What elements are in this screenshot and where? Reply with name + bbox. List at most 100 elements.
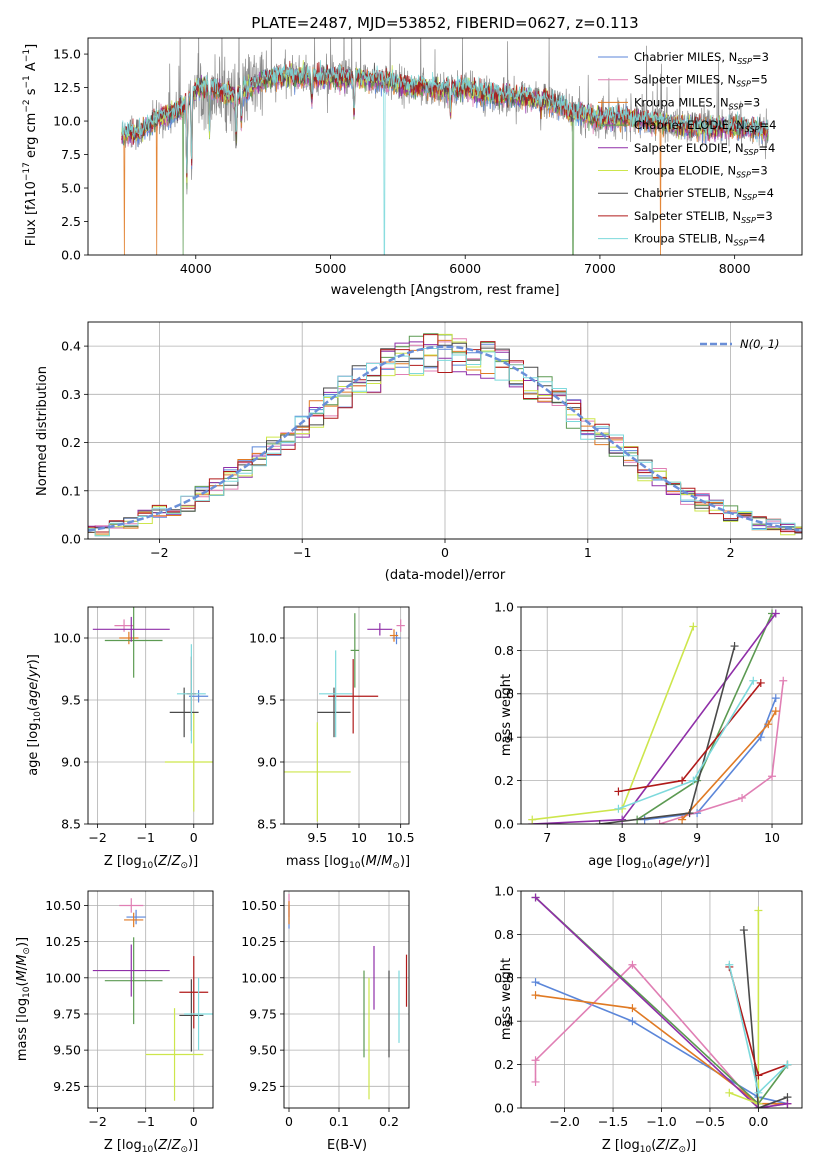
weight_vs_age-series-kroupa-stelib xyxy=(614,676,758,813)
weight_vs_age-marker-chabrier-miles xyxy=(771,694,780,703)
age_vs_Z-ytick-label: 9.0 xyxy=(61,755,81,770)
residuals-ytick-label: 0.3 xyxy=(61,387,81,402)
residuals-xtick-label: 0 xyxy=(441,545,449,560)
normal-distribution-curve xyxy=(88,345,800,532)
weight_vs_Z-ytick-label: 0.0 xyxy=(494,1101,514,1116)
weight_vs_Z-marker-chabrier-stelib xyxy=(739,926,748,935)
mass_vs_EBV-frame-rect xyxy=(283,890,410,1109)
legend-label-kroupa-stelib: Kroupa STELIB, NSSP=4 xyxy=(634,232,765,248)
weight_vs_age-frame: 7 8 9 10 0.0 0.2 0.4 0.6 0.8 1.0 xyxy=(494,600,803,845)
weight_vs_Z-xtick-label: −0.5 xyxy=(695,1114,725,1129)
weight_vs_Z-series-kroupa-stelib xyxy=(725,960,792,1097)
age_vs_Z-point-chabrier-miles xyxy=(188,690,209,703)
mass_vs_EBV-xtick-label: 0.1 xyxy=(329,1114,349,1129)
age_vs_Z-point-chabrier-stelib xyxy=(169,687,199,738)
weight_vs_Z-ytick-label: 0.8 xyxy=(494,927,514,942)
mass_vs_Z-ytick-label: 9.75 xyxy=(53,1006,81,1021)
mass_vs_Z-ytick-label: 10.50 xyxy=(45,898,81,913)
weight_vs_age-series-kroupa-miles xyxy=(678,707,780,824)
weight_vs_age-ytick-label: 0.6 xyxy=(494,686,514,701)
weight_vs_Z-marker-kroupa-stelib xyxy=(783,1060,792,1069)
spectrum-ytick-label: 5.0 xyxy=(61,181,81,196)
mass-z-plot-area: −2 −1 0 9.25 9.50 9.75 10.00 10.25 10.50 xyxy=(45,890,214,1129)
mass_vs_Z-frame: −2 −1 0 9.25 9.50 9.75 10.00 10.25 10.50 xyxy=(45,890,214,1129)
weight_vs_age-ytick-label: 0.2 xyxy=(494,773,514,788)
weight_vs_Z-marker-kroupa-miles xyxy=(628,1004,637,1013)
spectrum-xtick-label: 6000 xyxy=(449,261,481,276)
weight_vs_age-marker-chabrier-stelib xyxy=(595,820,604,824)
mass_vs_Z-xtick-label: −2 xyxy=(88,1114,106,1129)
residual-histogram-kroupa-stelib xyxy=(88,348,802,537)
age_vs_mass-ytick-label: 8.5 xyxy=(257,817,277,832)
weight_vs_Z-xtick-label: 0.0 xyxy=(748,1114,768,1129)
spectrum-ytick-label: 15.0 xyxy=(53,47,81,62)
age-mass-plot-area: 9.5 10 10.5 8.5 9.0 9.5 10.0 xyxy=(249,606,415,845)
spectrum-panel: 4000 5000 6000 7000 8000 0.0 2.5 5.0 7.5 10.0 12.5… xyxy=(22,37,803,298)
age_vs_Z-marks xyxy=(92,607,213,812)
weight_vs_Z-marker-salpeter-miles xyxy=(628,960,637,969)
mass-weight-vs-metallicity-panel: −2.0 −1.5 −1.0 −0.5 0.0 0.0 0.2 0.4 0.6 0.8 1.0 Z … xyxy=(494,884,803,1155)
weight_vs_age-xtick-label: 9 xyxy=(693,830,701,845)
model-spectrum-kroupa-stelib xyxy=(121,60,769,255)
spectrum-xtick-label: 8000 xyxy=(719,261,751,276)
age_vs_Z-ytick-label: 10.0 xyxy=(53,631,81,646)
mass_vs_Z-xtick-label: −1 xyxy=(136,1114,154,1129)
age_vs_mass-ytick-label: 9.5 xyxy=(257,693,277,708)
mass-z-xlabel: Z [log10(Z/Z⊙)] xyxy=(104,1138,198,1155)
mass_vs_Z-marks xyxy=(92,898,213,1101)
age-z-plot-area: −2 −1 0 8.5 9.0 9.5 10.0 xyxy=(53,606,214,845)
spectrum-ytick-label: 2.5 xyxy=(61,214,81,229)
age_vs_mass-ytick-label: 9.0 xyxy=(257,755,277,770)
weight_vs_age-line-chabrier-miles xyxy=(644,697,777,821)
weight_vs_Z-marker-kroupa-stelib xyxy=(725,960,734,969)
residual-histogram-panel: −2 −1 0 1 2 0.0 0.1 0.2 0.3 0.4 N(0, 1) (data-mod… xyxy=(35,321,803,583)
weight_vs_age-marker-chabrier-miles xyxy=(756,733,765,742)
weight_vs_Z-marker-kroupa-elodie xyxy=(754,906,763,915)
spectrum-xtick-label: 4000 xyxy=(180,261,212,276)
age_vs_Z-point-kroupa-elodie xyxy=(164,712,213,812)
age-mass-xlabel: mass [log10(M/M⊙)] xyxy=(286,854,410,871)
weight-age-plot-area: 7 8 9 10 0.0 0.2 0.4 0.6 0.8 1.0 xyxy=(494,600,803,845)
weight-z-plot-area: −2.0 −1.5 −1.0 −0.5 0.0 0.0 0.2 0.4 0.6 0.8 1.0 xyxy=(494,884,803,1129)
spectrum-ylabel-prefix: Flux [f xyxy=(24,205,39,246)
mass_vs_Z-point-kroupa-stelib xyxy=(184,977,213,1051)
weight_vs_age-marker-salpeter-miles xyxy=(738,793,747,802)
weight_vs_age-series-salpeter-stelib xyxy=(614,678,765,796)
legend-label-chabrier-stelib: Chabrier STELIB, NSSP=4 xyxy=(634,186,774,202)
weight_vs_age-series-chabrier-miles xyxy=(640,694,780,824)
mass_vs_Z-frame-rect xyxy=(87,890,214,1109)
age_vs_mass-point-kroupa-elodie xyxy=(284,722,351,822)
mass_vs_Z-ytick-label: 9.50 xyxy=(53,1043,81,1058)
weight_vs_age-marker-chabrier-stelib xyxy=(685,809,694,818)
weight_vs_Z-ytick-label: 0.6 xyxy=(494,970,514,985)
weight_vs_Z-frame: −2.0 −1.5 −1.0 −0.5 0.0 0.0 0.2 0.4 0.6 0.8 1.0 xyxy=(494,884,803,1129)
weight_vs_age-marker-kroupa-miles xyxy=(764,720,773,729)
weight_vs_age-marker-chabrier-stelib xyxy=(730,642,739,651)
spectrum-ytick-label: 0.0 xyxy=(61,248,81,263)
legend-label-salpeter-elodie: Salpeter ELODIE, NSSP=4 xyxy=(634,141,775,157)
weight_vs_Z-xtick-label: −1.5 xyxy=(598,1114,628,1129)
weight_vs_Z-ytick-label: 0.2 xyxy=(494,1057,514,1072)
mass_vs_EBV-xtick-label: 0.2 xyxy=(379,1114,399,1129)
age_vs_mass-frame: 9.5 10 10.5 8.5 9.0 9.5 10.0 xyxy=(249,606,415,845)
age_vs_Z-point-chabrier-elodie xyxy=(104,607,163,678)
weight_vs_Z-marker-salpeter-stelib xyxy=(754,1071,763,1080)
residuals-frame: −2 −1 0 1 2 0.0 0.1 0.2 0.3 0.4 xyxy=(61,321,803,560)
histogram-legend: N(0, 1) xyxy=(700,337,780,351)
age_vs_mass-point-salpeter-miles xyxy=(396,619,405,632)
weight_vs_age-marker-salpeter-stelib xyxy=(614,787,623,796)
weight_vs_Z-ytick-label: 0.4 xyxy=(494,1014,514,1029)
weight_vs_age-marker-salpeter-miles xyxy=(655,820,664,824)
weight-z-xlabel: Z [log10(Z/Z⊙)] xyxy=(602,1138,696,1155)
mass_vs_Z-point-chabrier-miles xyxy=(126,909,146,925)
weight_vs_age-series-chabrier-stelib xyxy=(595,642,739,824)
weight_vs_Z-line-salpeter-elodie xyxy=(534,896,788,1108)
mass_vs_Z-point-kroupa-elodie xyxy=(145,1008,204,1101)
mass-ebv-xlabel: E(B-V) xyxy=(327,1138,367,1153)
weight_vs_age-xtick-label: 8 xyxy=(618,830,626,845)
spectrum-marks xyxy=(121,38,769,255)
age_vs_Z-point-kroupa-stelib xyxy=(176,644,206,744)
age_vs_mass-xtick-label: 10.5 xyxy=(387,830,415,845)
spectrum-xtick-label: 7000 xyxy=(584,261,616,276)
age_vs_Z-xtick-label: −1 xyxy=(136,830,154,845)
